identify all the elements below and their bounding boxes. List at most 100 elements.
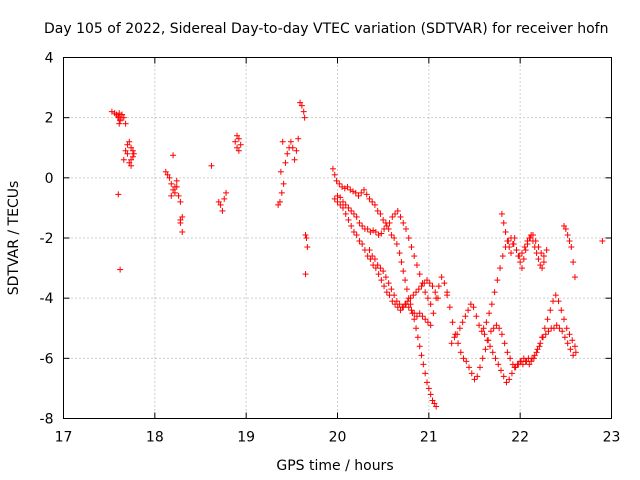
data-point — [522, 358, 529, 365]
data-point — [168, 180, 175, 187]
data-point — [389, 213, 396, 220]
data-point — [432, 289, 439, 296]
data-point — [337, 194, 344, 201]
data-point — [393, 298, 400, 305]
data-point — [511, 364, 518, 371]
data-point — [398, 259, 405, 266]
data-point — [410, 292, 417, 299]
data-point — [333, 177, 340, 184]
data-point — [334, 198, 341, 205]
data-point — [525, 355, 532, 362]
data-point — [407, 295, 414, 302]
data-point — [342, 210, 349, 217]
data-point — [415, 286, 422, 293]
data-point — [164, 171, 171, 178]
data-point — [411, 253, 418, 260]
data-point — [173, 177, 180, 184]
data-point — [493, 322, 500, 329]
data-point — [462, 313, 469, 320]
data-point — [467, 301, 474, 308]
data-point — [531, 244, 538, 251]
data-point — [383, 289, 390, 296]
data-point — [120, 156, 127, 163]
axis-ticks: 17 18 19 20 21 22 23 -8 -6 -4 -2 0 2 4 — [40, 51, 621, 446]
data-point — [566, 238, 573, 245]
data-point — [279, 138, 286, 145]
data-point — [170, 186, 177, 193]
data-point — [377, 210, 384, 217]
data-point — [530, 355, 537, 362]
data-point — [564, 231, 571, 238]
data-point — [339, 204, 346, 211]
x-tick-label: 17 — [55, 430, 73, 446]
x-tick-label: 18 — [146, 430, 164, 446]
data-point — [371, 256, 378, 263]
data-point — [497, 265, 504, 272]
data-point — [128, 144, 135, 151]
data-point — [474, 373, 481, 380]
data-point — [500, 219, 507, 226]
data-point — [517, 259, 524, 266]
data-point — [392, 210, 399, 217]
data-point — [162, 168, 169, 175]
data-point — [449, 319, 456, 326]
data-point — [345, 204, 352, 211]
data-point — [518, 250, 525, 257]
data-point — [571, 343, 578, 350]
data-point — [297, 99, 304, 106]
data-point — [496, 325, 503, 332]
data-point — [421, 280, 428, 287]
data-point — [382, 274, 389, 281]
data-point — [339, 183, 346, 190]
data-point — [336, 180, 343, 187]
data-point — [429, 283, 436, 290]
data-point — [298, 102, 305, 109]
data-point — [515, 253, 522, 260]
data-point — [353, 231, 360, 238]
data-point — [400, 219, 407, 226]
data-point — [381, 283, 388, 290]
data-point — [526, 361, 533, 368]
data-point — [563, 325, 570, 332]
data-point — [411, 310, 418, 317]
data-point — [217, 201, 224, 208]
data-point — [124, 141, 131, 148]
chart-title: Day 105 of 2022, Sidereal Day-to-day VTE… — [44, 21, 608, 37]
data-point — [520, 256, 527, 263]
data-point — [524, 241, 531, 248]
data-point — [484, 337, 491, 344]
data-point — [408, 307, 415, 314]
data-point — [448, 340, 455, 347]
data-point — [366, 247, 373, 254]
data-point — [393, 241, 400, 248]
data-point — [561, 316, 568, 323]
data-point — [539, 334, 546, 341]
data-point — [301, 114, 308, 121]
data-point — [117, 116, 124, 123]
data-point — [171, 183, 178, 190]
data-point — [533, 349, 540, 356]
data-point — [402, 277, 409, 284]
data-point — [492, 355, 499, 362]
data-point — [234, 144, 241, 151]
data-point — [478, 328, 485, 335]
data-point — [126, 138, 133, 145]
data-point — [358, 189, 365, 196]
data-point — [302, 231, 309, 238]
data-point — [129, 153, 136, 160]
data-point — [486, 310, 493, 317]
data-point — [302, 271, 309, 278]
data-point — [108, 108, 115, 115]
data-point — [507, 355, 514, 362]
data-point — [465, 307, 472, 314]
data-point — [359, 241, 366, 248]
data-point — [424, 379, 431, 386]
data-point — [177, 216, 184, 223]
data-point — [372, 228, 379, 235]
data-point — [482, 346, 489, 353]
data-point — [435, 283, 442, 290]
data-point — [533, 250, 540, 257]
y-tick-label: 2 — [45, 111, 54, 127]
data-point — [424, 319, 431, 326]
data-point — [427, 322, 434, 329]
